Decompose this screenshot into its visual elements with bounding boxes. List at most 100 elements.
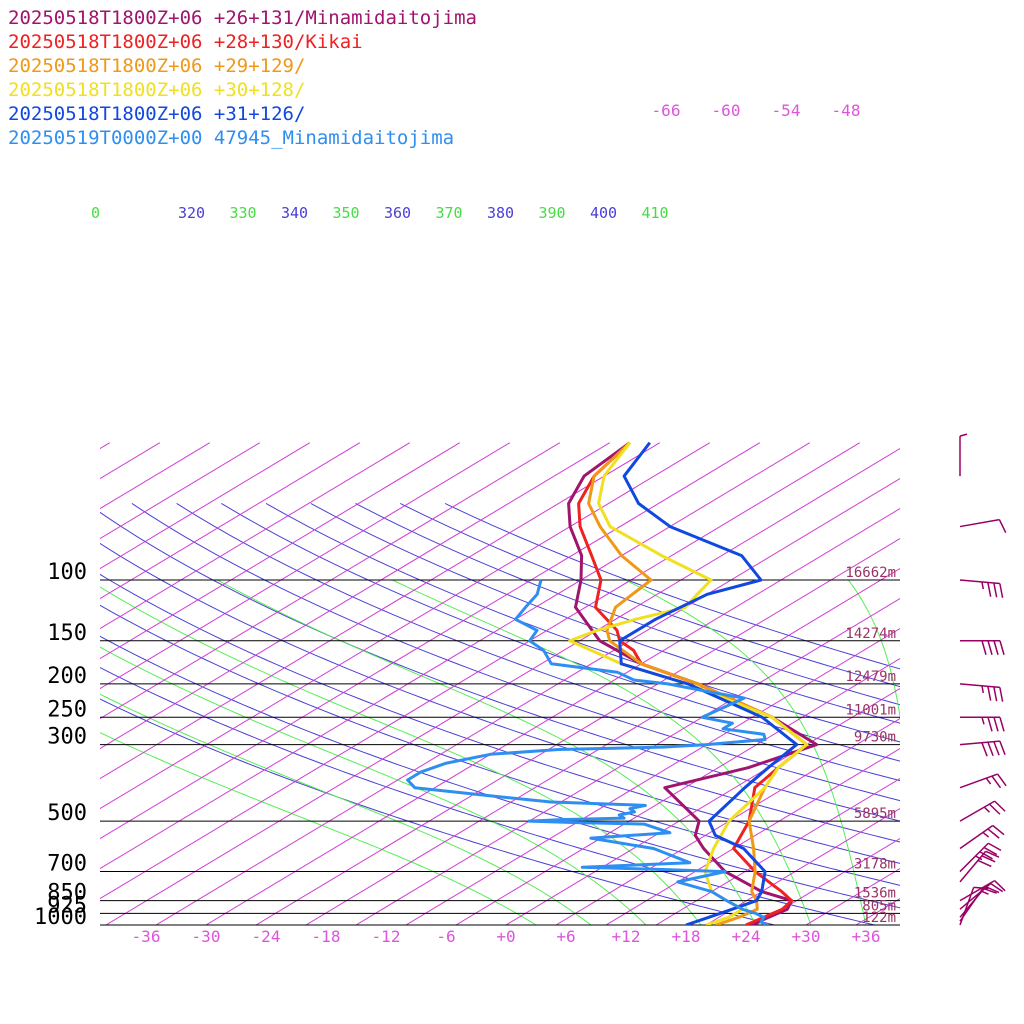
- temperature-label: +36: [852, 927, 881, 946]
- temperature-label: +30: [792, 927, 821, 946]
- sounding-line: [406, 579, 767, 925]
- theta-line: [444, 503, 900, 670]
- theta-line: [221, 503, 900, 762]
- temperature-label: -24: [252, 927, 281, 946]
- wind-barb: [959, 740, 1006, 757]
- theta-line: [265, 503, 900, 743]
- wind-barb: [959, 842, 1002, 873]
- pressure-label: 1000: [34, 905, 87, 930]
- isotherm-line: [755, 838, 900, 925]
- theta-label: 0: [91, 204, 100, 222]
- temperature-label: -18: [312, 927, 341, 946]
- sounding-line: [618, 441, 799, 925]
- theta-label: 350: [332, 204, 359, 222]
- isobars: [100, 579, 900, 926]
- height-label: 11001m: [845, 702, 896, 718]
- theta-label: 410: [641, 204, 668, 222]
- wind-barbs: [959, 433, 1007, 926]
- temperature-label: -6: [436, 927, 455, 946]
- wind-barb: [959, 850, 1000, 883]
- theta-line: [100, 604, 900, 886]
- isotherm-line: [100, 442, 311, 570]
- pressure-label: 700: [47, 852, 87, 877]
- isotherm-line: [100, 442, 361, 600]
- upper-temperature-label: -48: [832, 101, 861, 120]
- height-label: 5895m: [854, 806, 896, 822]
- wind-barb: [959, 683, 1004, 702]
- theta-line: [176, 503, 900, 782]
- wind-barb: [959, 880, 1006, 902]
- temperature-label: -36: [132, 927, 161, 946]
- temperature-label: +12: [612, 927, 641, 946]
- wind-barb: [959, 886, 989, 926]
- isotherm-line: [655, 778, 900, 925]
- isotherm-line: [0, 443, 10, 925]
- temperature-label: -30: [192, 927, 221, 946]
- pressure-label: 150: [47, 621, 87, 646]
- theta-label: 390: [538, 204, 565, 222]
- legend-entry: 20250518T1800Z+06 +28+130/Kikai: [8, 31, 363, 53]
- isotherm-line: [705, 808, 900, 925]
- wind-barb: [960, 640, 1005, 655]
- temperature-labels: -36 -30 -24 -18 -12 -6 +0 +6 +12 +18 +24 +30 +36: [132, 927, 881, 946]
- theta-lines: [100, 503, 900, 925]
- wind-barb: [960, 716, 1005, 732]
- legend-entry: 20250518T1800Z+06 +29+129/: [8, 55, 306, 77]
- upper-temperature-label: -66: [652, 101, 681, 120]
- isotherm-line: [505, 688, 900, 925]
- pressure-label: 100: [47, 560, 87, 585]
- wind-barb: [959, 882, 1004, 910]
- upper-temperature-label: -60: [712, 101, 741, 120]
- theta-label: 380: [487, 204, 514, 222]
- theta-line: [355, 503, 900, 706]
- temperature-label: +6: [556, 927, 575, 946]
- height-label: 805m: [862, 898, 896, 914]
- pressure-label: 925: [47, 893, 87, 918]
- temperature-label: -12: [372, 927, 401, 946]
- height-label: 12479m: [845, 669, 896, 685]
- pressure-label: 200: [47, 664, 87, 689]
- legend-entry: 20250518T1800Z+06 +30+128/: [8, 79, 306, 101]
- height-label: 122m: [862, 910, 896, 926]
- temperature-label: +24: [732, 927, 761, 946]
- series-lines: [406, 441, 819, 925]
- theta-line: [100, 542, 900, 843]
- upper-temperature-labels: -66 -60 -54 -48: [652, 101, 861, 120]
- theta-label: 330: [229, 204, 256, 222]
- legend: 20250518T1800Z+06 +26+131/Minamidaitojim…: [8, 6, 477, 150]
- isotherm-line: [1006, 443, 1024, 925]
- upper-temperature-label: -54: [772, 101, 801, 120]
- isotherm-line: [100, 442, 261, 540]
- theta-line: [310, 503, 900, 724]
- pressure-label: 250: [47, 697, 87, 722]
- pressure-label: 500: [47, 801, 87, 826]
- height-label: 16662m: [845, 565, 896, 581]
- theta-label: 360: [384, 204, 411, 222]
- theta-label: 340: [281, 204, 308, 222]
- temperature-label: +18: [672, 927, 701, 946]
- isotherm-line: [605, 748, 900, 925]
- wind-barb: [959, 773, 1007, 789]
- pressure-label: 850: [47, 881, 87, 906]
- wind-barb: [959, 433, 968, 477]
- theta-e-line: [217, 579, 757, 925]
- theta-line: [100, 511, 900, 822]
- wind-barb: [959, 887, 997, 922]
- theta-line: [100, 666, 877, 925]
- sounding-line: [567, 441, 819, 925]
- theta-e-line: [392, 579, 812, 925]
- legend-entry: 20250518T1800Z+06 +26+131/Minamidaitojim…: [8, 7, 477, 29]
- wind-barb: [959, 579, 1004, 598]
- height-labels: 16662m 14274m 12479m 11001m 9730m 5895m 3178m 1…: [845, 565, 896, 926]
- isotherm-line: [100, 442, 411, 630]
- height-label: 1536m: [854, 886, 896, 902]
- legend-entry: 20250518T1800Z+06 +31+126/: [8, 103, 306, 125]
- temperature-label: +0: [496, 927, 515, 946]
- height-label: 14274m: [845, 626, 896, 642]
- theta-line: [100, 698, 777, 925]
- theta-line: [100, 573, 900, 864]
- theta-e-line: [975, 580, 993, 925]
- pressure-label: 300: [47, 725, 87, 750]
- wind-barb: [959, 824, 1005, 850]
